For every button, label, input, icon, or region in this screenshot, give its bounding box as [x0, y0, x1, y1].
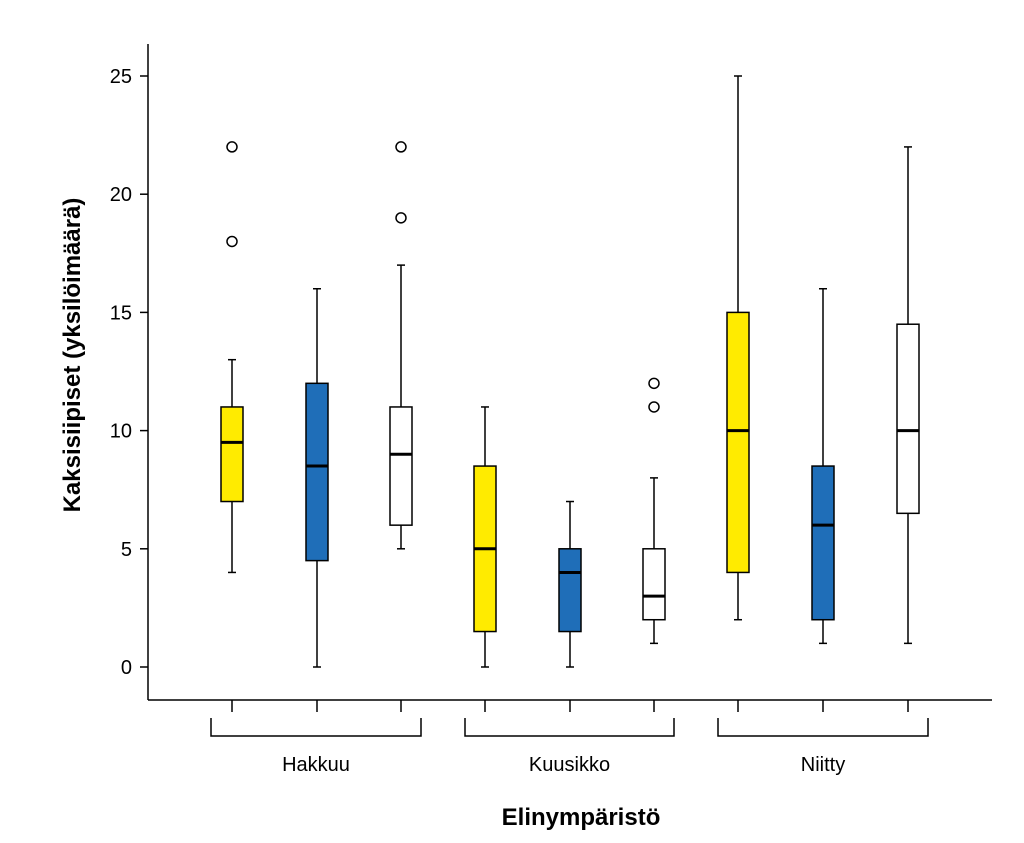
y-tick-label: 5: [121, 539, 132, 561]
outlier-point: [226, 235, 238, 248]
y-tick-label: 10: [110, 421, 132, 443]
x-axis-title: Elinympäristö: [502, 804, 661, 831]
box-iqr: [642, 548, 666, 621]
outlier-point: [226, 141, 238, 153]
box-hakkuu-3: [389, 141, 413, 550]
group-label: Hakkuu: [282, 754, 350, 776]
bracket-line: [717, 718, 929, 737]
boxes: [220, 75, 920, 668]
bracket-line: [210, 718, 422, 737]
box-niitty-3: [896, 146, 920, 645]
x-groups: Hakkuu Kuusikko Niitty: [210, 700, 929, 776]
box-hakkuu-2: [305, 288, 329, 668]
box-niitty-1: [726, 75, 750, 621]
box-kuusikko-1: [473, 406, 497, 668]
box-iqr: [305, 382, 329, 562]
y-axis-title: Kaksisiipiset (yksilöimäärä): [59, 198, 86, 513]
box-iqr: [389, 406, 413, 526]
y-tick-label: 20: [110, 184, 132, 206]
box-iqr: [726, 311, 750, 574]
outlier-point: [395, 141, 407, 153]
box-iqr: [558, 548, 582, 633]
box-kuusikko-3: [642, 377, 666, 645]
box-iqr: [220, 406, 244, 503]
box-iqr: [896, 323, 920, 515]
box-niitty-2: [811, 288, 835, 645]
group-bracket-niitty: Niitty: [717, 718, 929, 776]
bracket-line: [464, 718, 675, 737]
y-ticks: 0 5 10 15 20 25: [110, 66, 148, 679]
box-iqr: [811, 465, 835, 621]
group-bracket-kuusikko: Kuusikko: [464, 718, 675, 776]
group-label: Niitty: [801, 754, 845, 776]
y-tick-label: 0: [121, 657, 132, 679]
outlier-point: [648, 377, 660, 390]
y-tick-label: 15: [110, 302, 132, 324]
group-label: Kuusikko: [529, 754, 610, 776]
box-kuusikko-2: [558, 500, 582, 668]
outlier-point: [648, 401, 660, 413]
group-bracket-hakkuu: Hakkuu: [210, 718, 422, 776]
outlier-point: [395, 212, 407, 224]
y-tick-label: 25: [110, 66, 132, 88]
box-hakkuu-1: [220, 141, 244, 574]
